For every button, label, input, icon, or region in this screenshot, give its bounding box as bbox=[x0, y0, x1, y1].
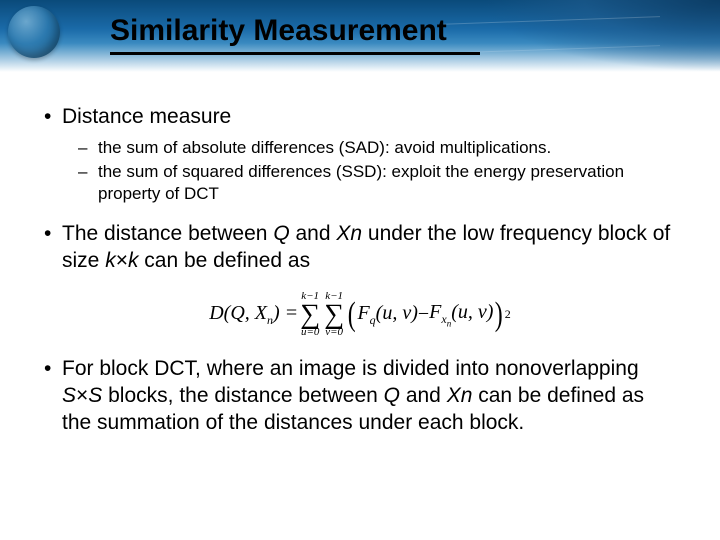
bullet-block-dct: For block DCT, where an image is divided… bbox=[62, 356, 676, 437]
sum-v-sigma: ∑ bbox=[324, 302, 344, 327]
bullet-text: Distance measure bbox=[62, 105, 231, 128]
f-power: 2 bbox=[505, 307, 511, 322]
bullet-distance-definition: The distance between Q and Xn under the … bbox=[62, 221, 676, 275]
var-s2: S bbox=[88, 384, 102, 407]
sub-bullet-sad: the sum of absolute differences (SAD): a… bbox=[98, 137, 676, 159]
formula-block: D(Q, Xn) = k−1 ∑ u=0 k−1 ∑ v=0 ( Fq(u, v… bbox=[44, 291, 676, 338]
f-Fxn: Fxn(u, v) bbox=[429, 301, 493, 328]
var-xn: Xn bbox=[336, 222, 362, 245]
bullet-list-2: For block DCT, where an image is divided… bbox=[44, 356, 676, 437]
sum-u-bot: u=0 bbox=[301, 327, 319, 338]
sub-bullet-ssd: the sum of squared differences (SSD): ex… bbox=[98, 161, 676, 205]
f-F1: F bbox=[357, 302, 369, 324]
slide-title: Similarity Measurement bbox=[110, 14, 447, 48]
f-X: X bbox=[255, 302, 267, 324]
var-k1: k bbox=[105, 249, 116, 272]
f-minus: − bbox=[418, 303, 429, 326]
f-F2-sub: xn bbox=[441, 312, 451, 326]
slide-header: Similarity Measurement bbox=[0, 0, 720, 72]
f-v2: v bbox=[478, 301, 487, 323]
f-c1: , bbox=[392, 302, 402, 324]
f-close: ) = bbox=[273, 302, 298, 324]
f-args2-close: ) bbox=[487, 301, 494, 323]
var-q: Q bbox=[384, 384, 400, 407]
sum-u: k−1 ∑ u=0 bbox=[300, 291, 320, 338]
f-args1-close: ) bbox=[411, 302, 418, 324]
f-u2: u bbox=[458, 301, 468, 323]
f-D: D bbox=[209, 302, 223, 324]
text-times: × bbox=[116, 249, 128, 272]
f-args2-open: ( bbox=[451, 301, 458, 323]
text-pre: The distance between bbox=[62, 222, 273, 245]
bullet-list: Distance measure the sum of absolute dif… bbox=[44, 104, 676, 275]
var-k2: k bbox=[128, 249, 139, 272]
sub-bullet-list: the sum of absolute differences (SAD): a… bbox=[62, 137, 676, 205]
sum-u-sigma: ∑ bbox=[300, 302, 320, 327]
var-xn: Xn bbox=[447, 384, 473, 407]
text-pre: For block DCT, where an image is divided… bbox=[62, 357, 639, 380]
f-Fq: Fq(u, v) bbox=[357, 302, 417, 328]
bullet-distance-measure: Distance measure the sum of absolute dif… bbox=[62, 104, 676, 205]
text-and: and bbox=[400, 384, 447, 407]
f-c2: , bbox=[468, 301, 478, 323]
big-lparen: ( bbox=[348, 301, 356, 328]
f-u1: u bbox=[382, 302, 392, 324]
f-v1: v bbox=[402, 302, 411, 324]
title-underline bbox=[110, 52, 480, 55]
text-mid1: blocks, the distance between bbox=[102, 384, 383, 407]
text-times: × bbox=[76, 384, 88, 407]
slide-content: Distance measure the sum of absolute dif… bbox=[0, 72, 720, 463]
f-Q: Q bbox=[230, 302, 244, 324]
var-q: Q bbox=[273, 222, 289, 245]
sum-v: k−1 ∑ v=0 bbox=[324, 291, 344, 338]
var-s1: S bbox=[62, 384, 76, 407]
text-mid1: and bbox=[290, 222, 337, 245]
f-comma: , bbox=[245, 302, 255, 324]
text-post: can be defined as bbox=[138, 249, 310, 272]
f-F2: F bbox=[429, 301, 441, 323]
formula-lhs: D(Q, Xn) = bbox=[209, 302, 298, 328]
globe-icon bbox=[8, 6, 60, 58]
sum-v-bot: v=0 bbox=[325, 327, 343, 338]
big-rparen: ) bbox=[495, 301, 503, 328]
